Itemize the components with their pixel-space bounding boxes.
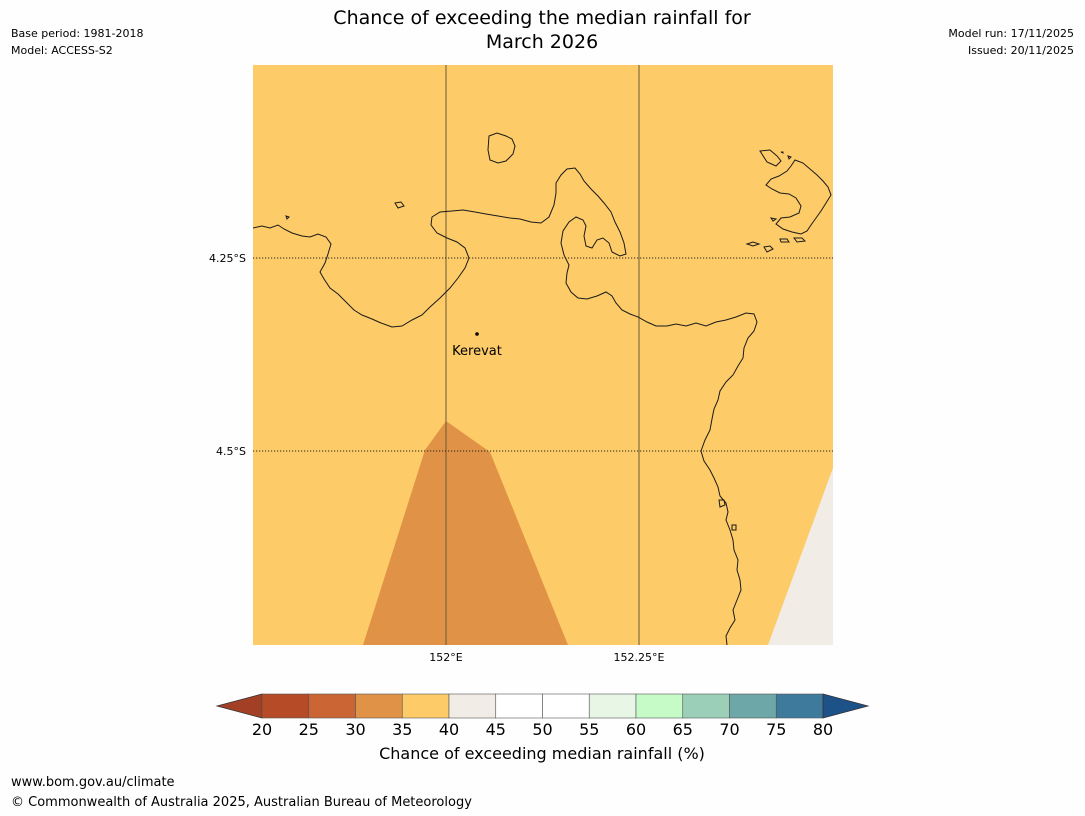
colorbar-extend-low [215,693,263,719]
islet-coast-1 [718,499,726,508]
islet-northeast-1 [780,151,784,154]
colorbar-segment [775,693,824,719]
island-north [487,132,516,164]
islet-east-3 [763,245,774,253]
colorbar-tick-label: 50 [532,720,552,739]
colorbar-segment [729,693,777,719]
colorbar-tick-label: 60 [626,720,646,739]
coastline-main [252,167,758,646]
colorbar-tick-label: 55 [579,720,599,739]
colorbar-segment [682,693,730,719]
map-panel: Kerevat 4.25°S 4.5°S 152°E 152.25°E [209,65,833,664]
model-run-text: Model run: 17/11/2025 [948,27,1074,40]
lon-label-152: 152°E [429,651,462,664]
colorbar-segment [355,693,403,719]
colorbar-segment [542,693,590,719]
islet-coast-2 [731,524,737,531]
kerevat-marker [475,332,479,336]
lat-label-4-5: 4.5°S [216,445,246,458]
metadata-left: Base period: 1981-2018 Model: ACCESS-S2 [11,25,143,59]
colorbar: 20 25 30 35 40 45 50 55 60 65 70 75 80 [215,693,870,739]
footer-copyright: © Commonwealth of Australia 2025, Austra… [11,795,472,810]
colorbar-segment [448,693,497,719]
colorbar-tick-label: 25 [299,720,319,739]
islet-far-west [285,215,290,220]
model-text: Model: ACCESS-S2 [11,44,113,57]
colorbar-segment [635,693,684,719]
upper-probability-region [768,468,833,645]
lat-label-4-25: 4.25°S [209,252,246,265]
colorbar-tick-label: 65 [673,720,693,739]
metadata-right: Model run: 17/11/2025 Issued: 20/11/2025 [948,25,1074,59]
colorbar-tick-label: 30 [345,720,365,739]
colorbar-segment [495,693,543,719]
islet-east-5 [793,237,807,243]
colorbar-tick-label: 35 [392,720,412,739]
colorbar-tick-label: 40 [439,720,459,739]
colorbar-extend-high [822,693,870,719]
lon-label-152-25: 152.25°E [614,651,665,664]
colorbar-tick-label: 45 [486,720,506,739]
islet-east-1 [769,217,778,222]
colorbar-segment [261,693,310,719]
colorbar-label: Chance of exceeding median rainfall (%) [379,744,705,763]
island-east [765,159,832,235]
base-period-text: Base period: 1981-2018 [11,27,144,40]
coastlines [252,132,832,646]
map-background-class [253,65,833,645]
islet-west [394,201,405,209]
colorbar-segment [308,693,356,719]
issued-text: Issued: 20/11/2025 [967,44,1074,57]
colorbar-tick-label: 70 [719,720,739,739]
colorbar-tick-label: 75 [766,720,786,739]
lower-probability-region [363,421,568,645]
footer-url[interactable]: www.bom.gov.au/climate [11,775,175,790]
colorbar-segment [401,693,450,719]
islet-northeast-2 [787,155,792,160]
colorbar-tick-label: 20 [252,720,272,739]
island-northeast [759,149,782,167]
kerevat-label: Kerevat [452,344,502,359]
colorbar-segment [588,693,637,719]
title-line-1: Chance of exceeding the median rainfall … [333,7,751,29]
colorbar-tick-label: 80 [813,720,833,739]
islet-east-2 [745,241,761,247]
title-line-2: March 2026 [485,31,599,53]
islet-east-4 [779,238,790,243]
page-title: Chance of exceeding the median rainfall … [242,6,842,54]
